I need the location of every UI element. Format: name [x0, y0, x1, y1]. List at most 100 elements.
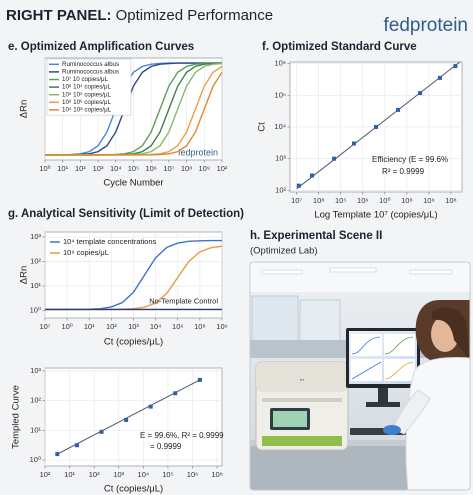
annotation: E = 99.6%, R² = 0.9999 [140, 431, 224, 440]
x-tick-label: 10² [40, 470, 51, 479]
y-tick-label: 10⁰ [30, 306, 41, 315]
x-tick-label: 10⁸ [401, 196, 413, 205]
data-point [310, 173, 315, 178]
x-tick-label: 10³ [93, 164, 104, 173]
y-tick-label: 10³ [30, 232, 41, 241]
series-line [45, 71, 223, 156]
y-tick-label: 10³ [30, 366, 41, 375]
y-tick-label: 10² [30, 256, 41, 265]
x-tick-label: 10³ [128, 322, 139, 331]
scene-title: h. Experimental Scene II [250, 230, 382, 242]
x-tick-label: 10¹ [84, 322, 95, 331]
fit-line [296, 61, 461, 190]
chart-title: g. Analytical Sensitivity (Limit of Dete… [8, 208, 244, 220]
x-tick-label: 10⁷ [291, 196, 302, 205]
annotation: Efficiency (E = 99.6% [372, 155, 448, 164]
x-tick-label: 10⁵ [162, 470, 173, 479]
x-tick-label: 10⁴ [138, 470, 150, 479]
line-annotation: No-Template Control [149, 296, 218, 305]
y-tick-label: 10⁰ [30, 455, 41, 464]
machine-label: ▪▪▪ [300, 377, 305, 382]
data-point [99, 429, 104, 434]
x-tick-label: 10⁶ [216, 322, 227, 331]
x-tick-label: 10⁸ [313, 196, 325, 205]
page-title: RIGHT PANEL: Optimized Performance [6, 7, 273, 24]
y-axis-label: Ct [257, 122, 268, 132]
legend-label: 10⁴ template concentrations [63, 237, 157, 246]
legend-label: Ruminococcus albus [62, 61, 119, 68]
legend-label: 10⁵ 10⁵ copies/μL [62, 91, 112, 98]
data-point [437, 75, 442, 80]
legend-label: 10⁹ copies/μL [63, 248, 109, 257]
y-tick-label: 10⁵ [275, 90, 286, 99]
x-tick-label: 10⁴ [150, 322, 162, 331]
x-tick-label: 10⁷ [39, 322, 50, 331]
legend-box [46, 58, 132, 116]
x-tick-label: 10⁴ [110, 164, 122, 173]
legend-label: 10⁴ 10⁸ copies/μL [62, 107, 112, 114]
legend-label: 10⁷ 10 copies/μL [62, 76, 109, 83]
y-tick-label: 10⁹ [274, 59, 286, 68]
x-tick-label: 10⁶ [172, 322, 183, 331]
logo: fedprotein [383, 15, 468, 36]
annotation: = 0.9999 [150, 442, 182, 451]
x-axis-label: Ct (copies/μL) [104, 484, 163, 495]
data-point [197, 377, 202, 382]
data-point [148, 404, 153, 409]
x-tick-label: 10² [89, 470, 100, 479]
data-point [374, 125, 378, 129]
legend-label: 10⁶ 10⁴ copies/μL [62, 84, 112, 91]
x-tick-label: 10¹ [57, 164, 68, 173]
x-tick-label: 10⁶ [187, 470, 198, 479]
x-tick-label: 10² [217, 164, 228, 173]
y-tick-label: 10² [275, 185, 286, 194]
x-tick-label: 10⁷ [163, 164, 174, 173]
x-tick-label: 10⁸ [181, 164, 193, 173]
x-tick-label: 10⁹ [423, 196, 435, 205]
scene-subtitle: (Optimized Lab) [250, 246, 318, 257]
watermark-logo: fedprotein [178, 147, 218, 157]
data-point [74, 443, 79, 448]
x-axis-label: Ct (copies/μL) [104, 337, 163, 348]
x-tick-label: 10⁸ [211, 470, 223, 479]
data-point [332, 156, 337, 161]
data-point [173, 391, 178, 396]
x-tick-label: 10⁶ [145, 164, 156, 173]
x-axis-label: Cycle Number [103, 178, 163, 189]
y-axis-label: ΔRn [19, 100, 30, 119]
x-tick-label: 10⁵ [335, 196, 346, 205]
data-point [296, 183, 301, 188]
x-axis-label: Log Template 10⁷ (copies/μL) [314, 210, 437, 221]
y-tick-label: 10² [30, 396, 41, 405]
annotation: R² = 0.9999 [382, 167, 425, 176]
x-tick-label: 10² [75, 164, 86, 173]
data-point [453, 64, 458, 69]
x-tick-label: 10¹ [64, 470, 75, 479]
title-rest: Optimized Performance [116, 7, 274, 24]
x-tick-label: 10⁸ [445, 196, 457, 205]
x-tick-label: 10⁰ [39, 164, 50, 173]
x-tick-label: 10⁶ [357, 196, 368, 205]
x-tick-label: 10⁸ [194, 322, 206, 331]
y-tick-label: 10¹ [30, 425, 41, 434]
y-axis-label: Templed Curve [11, 385, 22, 449]
x-tick-label: 10⁰ [379, 196, 390, 205]
x-tick-label: 10⁰ [61, 322, 72, 331]
x-tick-label: 10² [106, 322, 117, 331]
data-point [124, 417, 129, 422]
legend-label: Ruminococcus albus [62, 69, 119, 76]
y-tick-label: 10¹ [30, 281, 41, 290]
y-tick-label: 10⁴ [274, 122, 286, 131]
data-point [418, 91, 423, 96]
y-tick-label: 10³ [275, 154, 286, 163]
legend-label: 10⁶ 10⁶ copies/μL [62, 99, 111, 106]
chart-title: f. Optimized Standard Curve [262, 41, 417, 53]
lab-photo: ▪▪▪ [249, 261, 471, 491]
x-tick-label: 10⁵ [128, 164, 139, 173]
data-point [351, 141, 356, 146]
chart-title: e. Optimized Amplification Curves [8, 41, 194, 53]
data-point [55, 452, 60, 457]
title-bold: RIGHT PANEL: [6, 7, 112, 24]
y-axis-label: ΔRn [19, 266, 30, 285]
